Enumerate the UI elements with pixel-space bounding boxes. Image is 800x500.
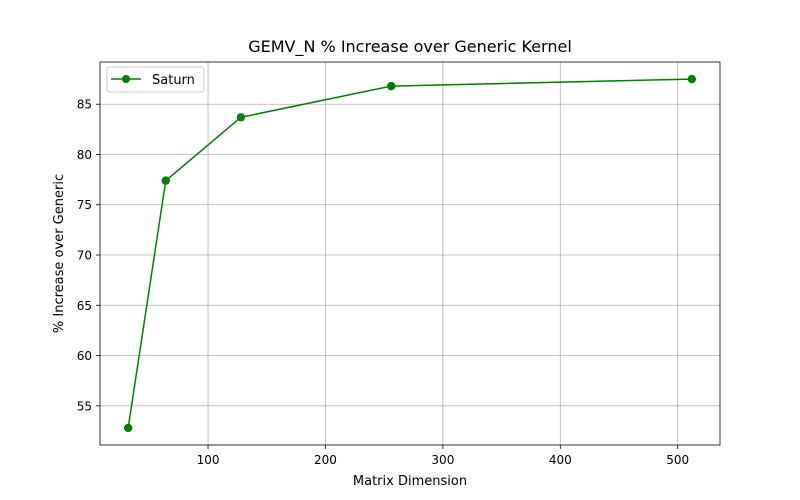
- x-tick-label: 100: [197, 453, 220, 467]
- y-tick-label: 75: [77, 198, 92, 212]
- data-point: [123, 423, 133, 433]
- legend-label-saturn: Saturn: [152, 73, 195, 88]
- chart-title: GEMV_N % Increase over Generic Kernel: [248, 37, 572, 57]
- series-layer: [123, 74, 697, 433]
- y-tick-label: 65: [77, 299, 92, 313]
- y-tick-label: 80: [77, 148, 92, 162]
- data-point: [236, 113, 246, 122]
- data-point: [687, 74, 697, 84]
- x-tick-label: 300: [431, 453, 454, 467]
- plot-frame: [99, 61, 721, 446]
- y-tick-label: 70: [77, 249, 92, 263]
- x-tick-label: 400: [549, 453, 572, 467]
- axis-ticks: 100 200 300 400 500 55 60 65 70 75 80 85: [77, 98, 689, 467]
- data-point: [387, 81, 396, 91]
- legend: Saturn: [106, 66, 205, 93]
- y-tick-label: 60: [77, 349, 92, 363]
- y-axis-label: % Increase over Generic: [52, 174, 67, 333]
- x-tick-label: 200: [314, 453, 337, 467]
- grid-lines: [100, 62, 720, 445]
- x-axis-label: Matrix Dimension: [353, 474, 467, 489]
- x-tick-label: 500: [666, 453, 689, 467]
- data-point: [161, 176, 170, 185]
- y-tick-label: 85: [77, 98, 92, 112]
- y-tick-label: 55: [77, 399, 92, 413]
- legend-marker-saturn: [122, 75, 130, 83]
- legend-box: [106, 66, 205, 93]
